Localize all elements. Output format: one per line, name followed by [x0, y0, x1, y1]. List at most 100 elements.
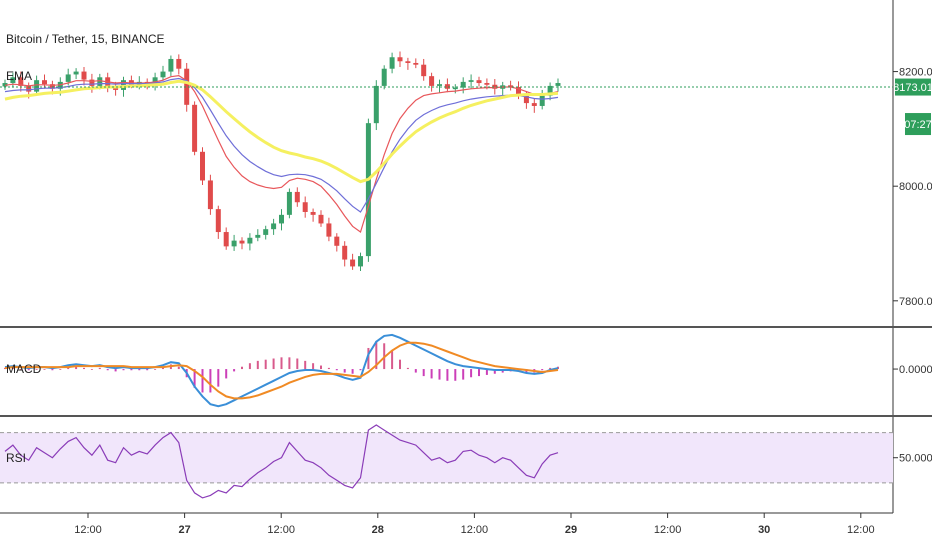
time-tick-label: 30 [758, 524, 770, 536]
macd-histogram-bar [343, 369, 346, 373]
candle-body [73, 71, 79, 75]
candle-body [192, 104, 198, 152]
macd-histogram-bar [485, 369, 488, 375]
macd-histogram-bar [98, 367, 101, 370]
macd-histogram-bar [430, 369, 433, 379]
candle-body [34, 80, 40, 92]
rsi-line [4, 424, 559, 499]
macd-histogram-bar [312, 363, 315, 370]
candle-body [18, 77, 24, 86]
macd-histogram-bar [51, 369, 54, 371]
candle-body [365, 123, 371, 257]
macd-histogram-bar [327, 367, 330, 370]
last-price-label: 8173.01 [893, 82, 932, 94]
candle-body [326, 223, 332, 237]
macd-histogram-bar [43, 369, 46, 370]
candle-body [476, 80, 482, 84]
candle-body [294, 191, 300, 203]
candle-body [42, 80, 47, 85]
rsi-indicator-label[interactable]: RSI [6, 451, 26, 465]
candle-body [10, 77, 16, 84]
macd-histogram-bar [462, 369, 465, 380]
candle-body [539, 95, 545, 106]
macd-indicator-label[interactable]: MACD [6, 362, 42, 376]
macd-histogram-bar [83, 367, 85, 370]
candle-body [492, 84, 498, 89]
macd-histogram-bar [391, 350, 394, 370]
macd-histogram-bar [414, 369, 417, 373]
candle-body [239, 240, 245, 244]
ema-indicator-label[interactable]: EMA [6, 69, 32, 83]
candle-body [89, 79, 95, 86]
candle-body [302, 202, 308, 212]
macd-histogram-bar [241, 366, 243, 370]
macd-histogram [4, 340, 559, 393]
macd-histogram-bar [35, 369, 38, 370]
macd-histogram-bar [438, 369, 441, 380]
candle-body [65, 74, 71, 82]
macd-histogram-bar [201, 369, 204, 393]
macd-histogram-bar [406, 367, 409, 370]
candle-body [484, 83, 490, 85]
candle-body [310, 211, 316, 215]
time-axis-labels: 12:00 27 12:00 28 12:00 29 12:00 30 12:00 [74, 513, 875, 536]
macd-histogram-bar [375, 340, 378, 370]
candle-body [437, 84, 442, 86]
macd-histogram-bar [177, 366, 180, 370]
candle-body [231, 240, 237, 247]
macd-histogram-bar [19, 369, 22, 370]
candle-body [444, 84, 450, 89]
candle-body [184, 68, 190, 105]
candle-body [350, 259, 356, 267]
time-tick-label: 12:00 [847, 524, 875, 536]
macd-histogram-bar [27, 369, 30, 371]
macd-histogram-bar [225, 369, 228, 379]
time-tick-label: 12:00 [267, 524, 295, 536]
signal-line [4, 341, 559, 400]
candle-body [255, 234, 261, 238]
candle-body [279, 214, 284, 224]
candle-body [460, 81, 466, 88]
candle-body [381, 68, 387, 86]
macd-lines [4, 333, 559, 408]
last-price-badge-bg [895, 78, 931, 96]
candle-body [263, 229, 269, 235]
candle-body [405, 61, 411, 63]
candle-body [334, 236, 340, 246]
macd-histogram-bar [470, 369, 473, 378]
macd-histogram-bar [422, 369, 425, 377]
macd-histogram-bar [454, 369, 457, 381]
rsi-line [4, 424, 559, 499]
candle-body [389, 57, 395, 69]
candle-body [358, 256, 363, 267]
macd-histogram-bar [264, 359, 267, 370]
candle-body [547, 85, 553, 96]
ema-slow-line [4, 79, 559, 184]
candle-body [200, 151, 205, 181]
time-tick-label: 12:00 [74, 524, 102, 536]
macd-histogram-bar [233, 369, 236, 372]
macd-histogram-bar [446, 369, 449, 381]
candle-body [160, 71, 166, 78]
candle-body [508, 85, 514, 88]
countdown-badge-bg [905, 113, 931, 136]
macd-histogram-bar [138, 369, 141, 371]
macd-histogram-bar [557, 366, 559, 370]
price-candles [2, 51, 561, 272]
macd-histogram-bar [280, 357, 283, 370]
countdown-label: 07:27 [904, 119, 932, 131]
macd-histogram-bar [288, 357, 291, 370]
time-tick-label: 28 [372, 524, 384, 536]
candle-body [397, 57, 403, 62]
macd-histogram-bar [320, 365, 322, 370]
y-tick-label: 8200.00 [899, 67, 932, 79]
ema-mid-line [4, 77, 559, 213]
macd-histogram-bar [367, 347, 370, 370]
candle-body [81, 71, 87, 80]
y-axis-ticks: 8200.00 8000.00 7800.00 0.0000 50.0000 [893, 67, 932, 465]
candle-body [215, 209, 221, 233]
macd-histogram-bar [549, 367, 552, 370]
chart-title[interactable]: Bitcoin / Tether, 15, BINANCE [6, 32, 165, 46]
macd-histogram-bar [193, 369, 196, 388]
